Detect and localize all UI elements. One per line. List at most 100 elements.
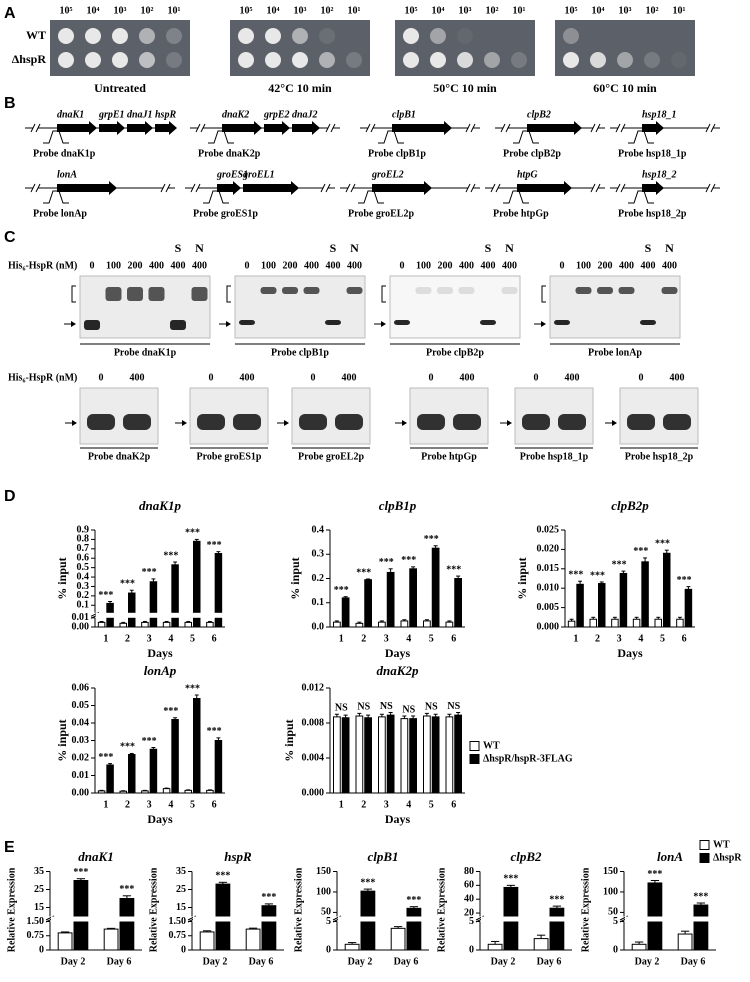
- significance-label: ***: [590, 570, 605, 581]
- break-mark: [590, 183, 596, 193]
- bar: [341, 717, 350, 794]
- x-tick-label: 4: [168, 799, 173, 810]
- bar: [162, 788, 171, 794]
- x-tick-label: Day 6: [681, 956, 706, 967]
- condition-label: 60°C 10 min: [593, 81, 657, 95]
- gene-label: clpB2: [527, 109, 551, 120]
- lane-label: 400: [459, 260, 474, 271]
- gene-arrow: [57, 121, 97, 135]
- y-axis-label: % input: [288, 557, 302, 599]
- lane-label: 400: [670, 372, 685, 383]
- lane-label: 0: [639, 372, 644, 383]
- dilution-label: 10³: [459, 5, 472, 16]
- protein-label: His₆-HspR (nM): [8, 372, 77, 383]
- y-tick-label: 0.012: [302, 682, 325, 693]
- probe-label: Probe hsp18_2p: [618, 208, 687, 219]
- probe-label: Probe lonAp: [33, 208, 87, 219]
- probe-label: Probe clpB1p: [368, 148, 426, 159]
- gene-arrow: [243, 181, 299, 195]
- significance-label: NS: [335, 703, 348, 714]
- dilution-label: 10⁴: [432, 5, 445, 16]
- y-tick-label: 0.03: [72, 735, 90, 746]
- lane-label: 400: [240, 372, 255, 383]
- bar: [199, 931, 215, 951]
- bar: [184, 789, 192, 794]
- lane-label: 400: [347, 260, 362, 271]
- break-mark: [30, 123, 36, 133]
- probe-label: Probe groEL2p: [348, 208, 414, 219]
- gene-label: lonA: [57, 169, 77, 180]
- y-tick-label: 60: [464, 880, 474, 891]
- y-axis-label: Relative Expression: [293, 867, 304, 952]
- chart-title: hspR: [224, 849, 252, 864]
- colony-spot: [430, 52, 446, 68]
- y-tick-label: 0.2: [77, 590, 90, 601]
- dilution-label: 10²: [321, 5, 334, 16]
- x-tick-label: 6: [212, 799, 217, 810]
- significance-label: ***: [360, 877, 375, 888]
- colony-spot: [511, 52, 527, 68]
- colony-spot: [319, 28, 335, 44]
- y-tick-label: 25: [176, 884, 186, 895]
- y-tick-label: 100: [603, 886, 618, 897]
- bar: [409, 568, 417, 628]
- shifted-band: [415, 287, 432, 294]
- gene-label: groEL2: [371, 169, 404, 180]
- bar: [431, 716, 440, 794]
- x-tick-label: 2: [125, 799, 130, 810]
- gene-arrow: [155, 121, 177, 135]
- x-axis-label: Days: [385, 646, 411, 660]
- significance-label: ***: [693, 891, 708, 902]
- free-probe-arrowhead: [72, 420, 77, 426]
- significance-label: ***: [633, 546, 648, 557]
- break-gap: [708, 186, 713, 190]
- probe-bracket: [43, 130, 69, 144]
- gene-label: hsp18_1: [642, 109, 676, 120]
- significance-label: ***: [207, 540, 222, 551]
- free-band: [522, 414, 550, 430]
- bar: [431, 547, 440, 628]
- free-probe-arrowhead: [612, 420, 617, 426]
- break-gap: [193, 916, 285, 922]
- lane-label: 400: [149, 260, 164, 271]
- colony-spot: [238, 28, 254, 44]
- break-mark: [705, 183, 711, 193]
- gene-label: dnaJ2: [292, 109, 318, 120]
- bar: [341, 597, 350, 628]
- chart-title: lonA: [657, 849, 683, 864]
- y-tick-label: 0.8: [77, 534, 90, 545]
- break-mark: [350, 183, 356, 193]
- free-band: [394, 320, 410, 325]
- colony-spot: [403, 52, 419, 68]
- probe-label: Probe htpGp: [493, 208, 549, 219]
- x-tick-label: 2: [125, 633, 130, 644]
- shifted-band: [127, 287, 143, 301]
- significance-label: ***: [142, 736, 157, 747]
- break-gap: [198, 126, 203, 130]
- x-tick-label: Day 2: [635, 956, 660, 967]
- y-axis-label: Relative Expression: [436, 867, 447, 952]
- break-mark: [590, 123, 596, 133]
- y-tick-label: 150: [316, 866, 331, 877]
- x-tick-label: 3: [384, 799, 389, 810]
- free-probe-arrowhead: [226, 321, 231, 327]
- x-tick-label: 3: [617, 633, 622, 644]
- dilution-label: 10⁴: [267, 5, 280, 16]
- free-band: [239, 320, 255, 325]
- bar: [677, 933, 693, 951]
- colony-spot: [58, 52, 74, 68]
- lane-label: 200: [598, 260, 613, 271]
- panel-label: B: [4, 95, 16, 112]
- colony-spot: [265, 52, 281, 68]
- y-tick-label: 0.008: [302, 717, 325, 728]
- y-tick-label: 0.01: [72, 612, 90, 623]
- break-gap: [33, 186, 38, 190]
- break-gap: [323, 186, 328, 190]
- gene-label: dnaK1: [57, 109, 84, 120]
- free-probe-arrowhead: [284, 420, 289, 426]
- gene-label: groEL1: [242, 169, 275, 180]
- colony-spot: [484, 52, 500, 68]
- panel-label: A: [4, 5, 16, 22]
- x-tick-label: 2: [361, 633, 366, 644]
- x-tick-label: 5: [190, 799, 195, 810]
